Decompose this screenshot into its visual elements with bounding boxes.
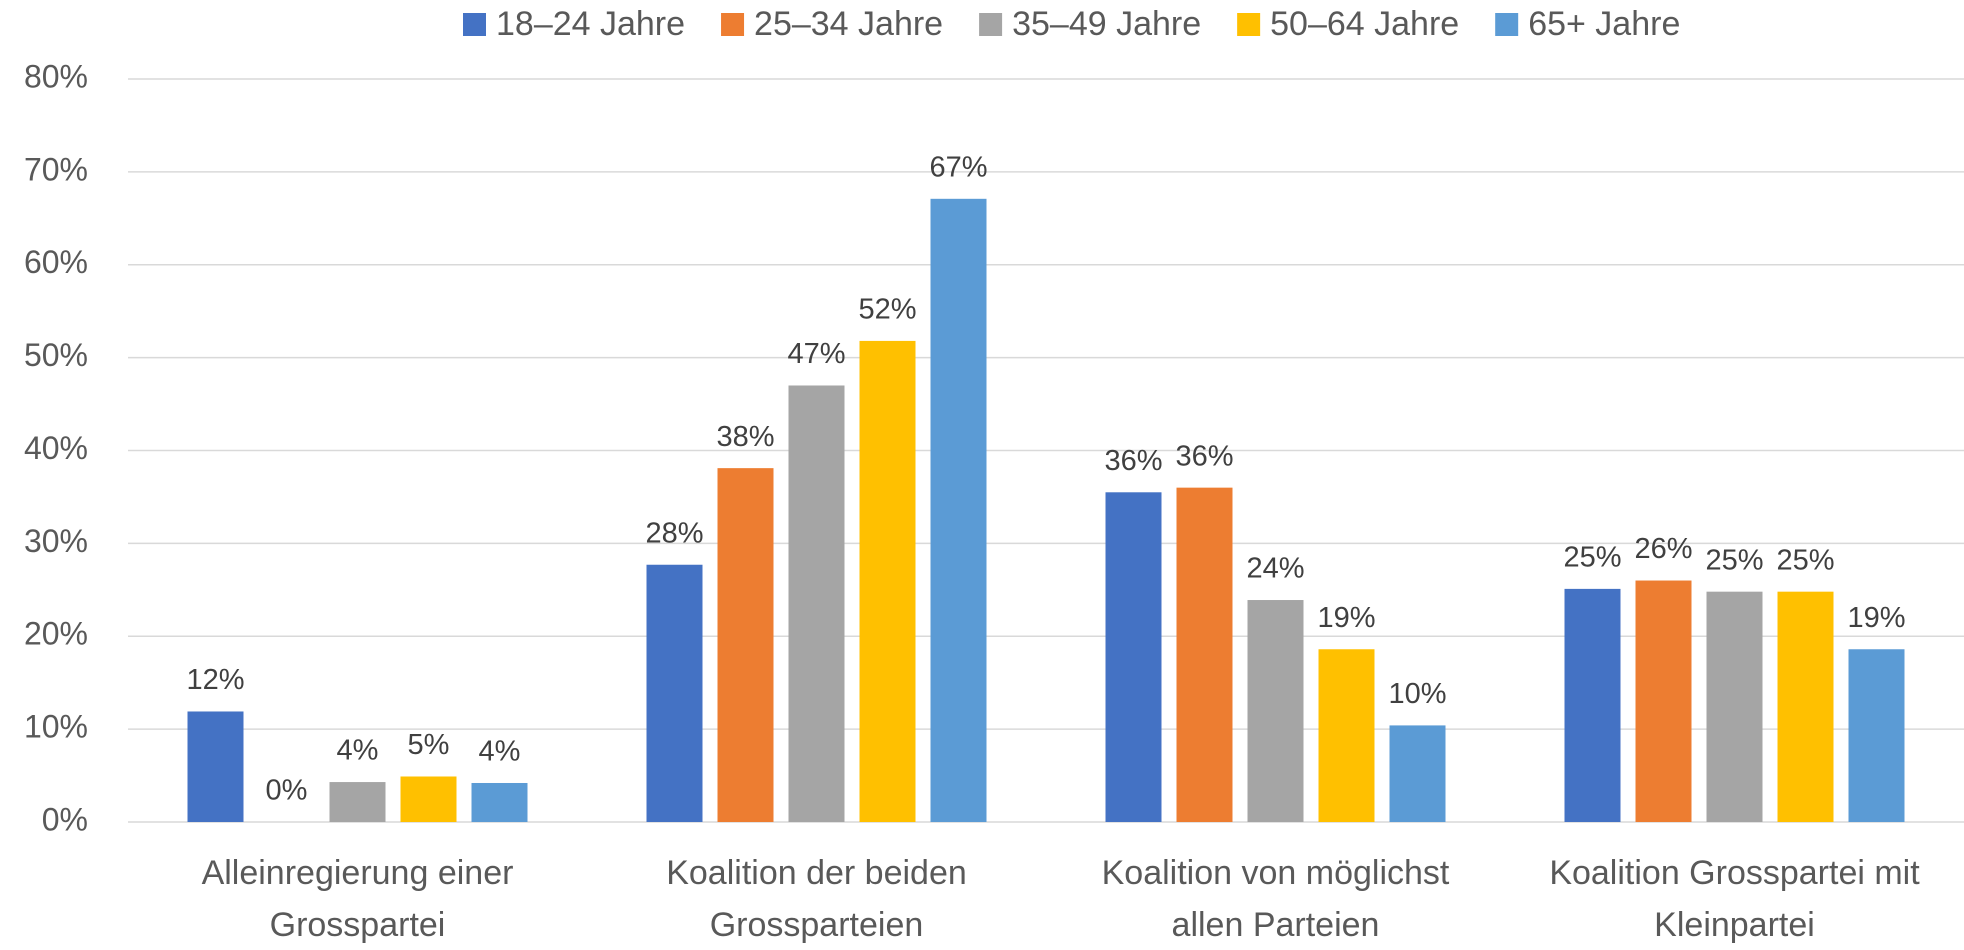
x-tick-label: Koalition von möglichst allen Parteien [1101,854,1450,944]
x-tick-label: Alleinregierung einer Grosspartei [201,854,514,944]
legend-swatch [979,13,1003,36]
bar [187,711,244,822]
bar [471,782,528,822]
data-label: 25% [1563,542,1621,574]
bar [1777,591,1834,822]
y-tick-label: 60% [24,244,88,280]
y-tick-label: 50% [24,337,88,373]
data-label: 19% [1847,602,1905,634]
data-label: 26% [1634,533,1692,565]
y-tick-label: 30% [24,523,88,559]
y-tick-label: 80% [24,58,88,94]
legend-label: 18–24 Jahre [496,5,685,43]
legend-label: 50–64 Jahre [1270,5,1459,43]
data-label: 4% [337,735,379,767]
data-label: 67% [929,151,987,183]
bar [1105,492,1162,822]
data-label: 38% [716,421,774,453]
data-label: 25% [1705,544,1763,576]
data-label: 47% [787,338,845,370]
legend-label: 35–49 Jahre [1012,5,1201,43]
bar [1389,725,1446,822]
bar [1564,588,1621,822]
data-label: 36% [1175,440,1233,472]
y-tick-label: 20% [24,616,88,652]
data-label: 19% [1317,602,1375,634]
legend-label: 25–34 Jahre [754,5,943,43]
data-label: 28% [645,517,703,549]
x-tick-label: Koalition der beiden Grossparteien [666,854,967,944]
bar [400,776,457,822]
bar [1635,580,1692,822]
legend-label: 65+ Jahre [1528,5,1680,43]
bar [329,782,386,822]
y-tick-label: 0% [42,801,88,837]
legend-swatch [1237,13,1261,36]
y-tick-label: 40% [24,430,88,466]
legend-swatch [1495,13,1519,36]
y-tick-label: 70% [24,151,88,187]
data-label: 24% [1246,553,1304,585]
x-tick-label: Koalition Grosspartei mit Kleinpartei [1549,854,1920,944]
bar [1706,591,1763,822]
legend-swatch [721,13,745,36]
bar [930,198,987,823]
bar [1176,487,1233,822]
bar [1848,649,1905,822]
legend-swatch [463,13,486,36]
bar [1247,600,1304,822]
bar [788,385,845,822]
bar [859,340,916,822]
data-label: 4% [479,736,521,768]
bar [717,468,774,822]
data-label: 10% [1388,678,1446,710]
bar [646,564,703,822]
data-label: 36% [1104,445,1162,477]
data-label: 0% [266,775,308,807]
data-label: 25% [1776,544,1834,576]
data-label: 12% [186,664,244,696]
bar [1318,649,1375,822]
y-tick-label: 10% [24,709,88,745]
data-label: 52% [858,294,916,326]
data-label: 5% [408,729,450,761]
